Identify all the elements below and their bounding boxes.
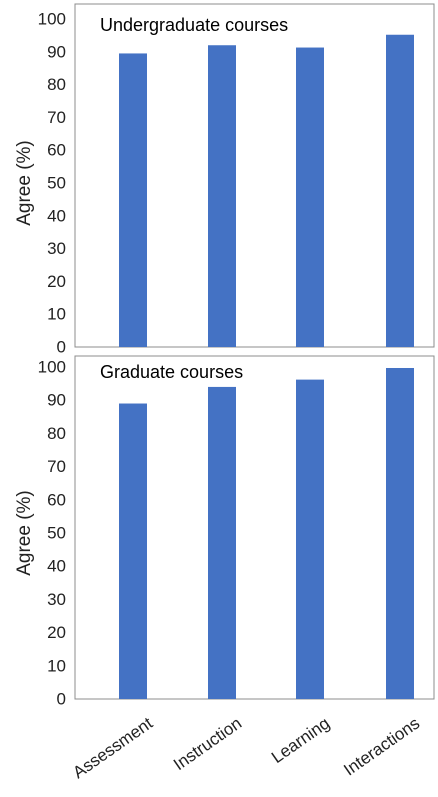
bar-interactions	[386, 34, 414, 348]
y-tick-label: 100	[38, 10, 66, 29]
y-tick-label: 80	[47, 75, 66, 94]
y-tick-label: 100	[38, 358, 66, 377]
y-tick-label: 20	[47, 623, 66, 642]
bar-learning	[296, 47, 324, 347]
y-tick-label: 50	[47, 524, 66, 543]
plot-frame	[74, 355, 435, 700]
y-tick-label: 40	[47, 206, 66, 225]
bar-assessment	[119, 403, 147, 699]
undergraduate-panel: Undergraduate courses Agree (%) 0 10 20 30 4…	[14, 3, 435, 357]
y-axis-title: Agree (%)	[14, 490, 35, 576]
y-tick-label: 0	[57, 338, 66, 357]
plot-frame	[74, 3, 435, 348]
bar-instruction	[208, 386, 236, 699]
bar-interactions	[386, 367, 414, 699]
y-tick-label: 60	[47, 490, 66, 509]
y-tick-label: 90	[47, 42, 66, 61]
bar-instruction	[208, 45, 236, 348]
panel-title: Graduate courses	[100, 362, 243, 382]
y-tick-label: 30	[47, 239, 66, 258]
y-tick-label: 10	[47, 305, 66, 324]
panel-title: Undergraduate courses	[100, 15, 288, 35]
y-tick-label: 0	[57, 690, 66, 709]
y-tick-label: 70	[47, 457, 66, 476]
y-tick-label: 30	[47, 590, 66, 609]
bars	[119, 367, 414, 699]
y-axis-title: Agree (%)	[14, 140, 35, 226]
y-tick-label: 80	[47, 424, 66, 443]
y-tick-label: 50	[47, 174, 66, 193]
y-tick-label: 60	[47, 141, 66, 160]
bars	[119, 34, 414, 348]
y-tick-labels: 0 10 20 30 40 50 60 70 80 90 100	[38, 10, 66, 357]
y-tick-label: 20	[47, 272, 66, 291]
bar-learning	[296, 379, 324, 699]
y-tick-label: 40	[47, 557, 66, 576]
y-tick-label: 70	[47, 108, 66, 127]
y-tick-label: 90	[47, 391, 66, 410]
y-tick-label: 10	[47, 656, 66, 675]
bar-assessment	[119, 53, 147, 347]
y-tick-labels: 0 10 20 30 40 50 60 70 80 90 100	[38, 358, 66, 709]
